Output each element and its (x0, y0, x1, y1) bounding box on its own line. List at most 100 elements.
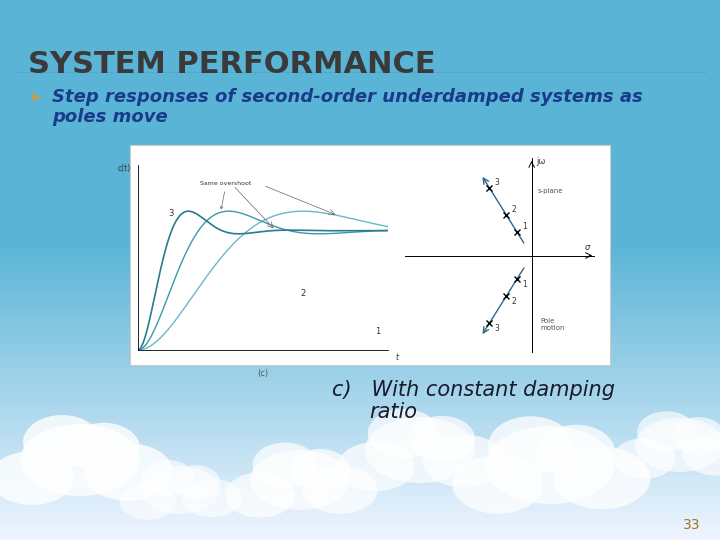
Bar (0, 436, 720, 439)
Bar (0, 231, 720, 234)
Bar (0, 328, 720, 331)
Bar (0, 468, 720, 471)
Bar (0, 79, 720, 83)
Bar (0, 407, 720, 410)
Bar (0, 493, 720, 497)
Bar (0, 220, 720, 223)
Text: (c): (c) (258, 369, 269, 378)
Text: ➤: ➤ (28, 90, 41, 105)
Bar (130, 145, 610, 365)
Bar (0, 29, 720, 32)
Text: jω: jω (536, 157, 545, 166)
Bar (0, 479, 720, 482)
Bar (0, 223, 720, 227)
Bar (0, 104, 720, 108)
Text: ratio: ratio (369, 402, 418, 422)
Bar (0, 259, 720, 263)
Bar (0, 205, 720, 209)
Text: poles move: poles move (52, 108, 168, 126)
Bar (0, 83, 720, 86)
Bar (0, 410, 720, 414)
Ellipse shape (140, 466, 220, 514)
Bar (0, 227, 720, 231)
Bar (0, 403, 720, 407)
Ellipse shape (423, 435, 505, 488)
Bar (0, 25, 720, 29)
Bar (0, 313, 720, 317)
Bar (0, 515, 720, 518)
Ellipse shape (488, 416, 572, 475)
Bar (0, 180, 720, 184)
Bar (0, 454, 720, 457)
Bar (0, 65, 720, 69)
Text: Same overshoot: Same overshoot (200, 181, 252, 209)
Bar (0, 241, 720, 245)
Bar (0, 536, 720, 540)
Bar (0, 76, 720, 79)
Bar (0, 396, 720, 400)
Bar (0, 482, 720, 486)
Bar (0, 86, 720, 90)
Bar (0, 421, 720, 425)
Bar (0, 209, 720, 212)
Bar (0, 198, 720, 201)
Bar (0, 39, 720, 43)
Ellipse shape (253, 442, 318, 488)
Bar (0, 518, 720, 522)
Bar (0, 425, 720, 428)
Ellipse shape (120, 484, 176, 520)
Ellipse shape (338, 442, 415, 491)
Bar (0, 342, 720, 346)
Text: s-plane: s-plane (538, 188, 564, 194)
Bar (0, 439, 720, 443)
Bar (0, 285, 720, 288)
Bar (0, 158, 720, 162)
Ellipse shape (553, 447, 651, 509)
Text: Step responses of second-order underdamped systems as: Step responses of second-order underdamp… (52, 88, 643, 106)
Bar (0, 72, 720, 76)
Bar (0, 263, 720, 266)
Bar (0, 529, 720, 533)
Bar (0, 306, 720, 309)
Bar (0, 363, 720, 367)
Ellipse shape (0, 451, 74, 505)
Bar (0, 187, 720, 191)
Text: 33: 33 (683, 518, 700, 532)
Bar (0, 339, 720, 342)
Bar (0, 155, 720, 158)
Bar (0, 309, 720, 313)
Bar (0, 504, 720, 508)
Bar (0, 317, 720, 320)
Bar (0, 7, 720, 11)
Bar (0, 320, 720, 324)
Ellipse shape (671, 417, 720, 455)
Bar (0, 331, 720, 335)
Ellipse shape (365, 417, 475, 483)
Ellipse shape (683, 433, 720, 476)
Bar (0, 525, 720, 529)
Bar (0, 191, 720, 194)
Bar (0, 248, 720, 252)
Bar (0, 508, 720, 511)
Ellipse shape (302, 466, 377, 514)
Bar (0, 112, 720, 115)
Bar (0, 299, 720, 302)
Bar (0, 238, 720, 241)
Bar (0, 382, 720, 385)
Bar (0, 393, 720, 396)
Ellipse shape (83, 443, 173, 501)
Bar (0, 288, 720, 292)
Bar (0, 533, 720, 536)
Bar (0, 93, 720, 97)
Bar (0, 97, 720, 101)
Text: c)   With constant damping: c) With constant damping (332, 380, 615, 400)
Ellipse shape (225, 472, 295, 517)
Text: Pole
motion: Pole motion (540, 318, 564, 330)
Ellipse shape (613, 438, 675, 479)
Bar (0, 346, 720, 349)
Bar (0, 101, 720, 104)
Bar (0, 252, 720, 255)
Bar (0, 266, 720, 270)
Bar (0, 151, 720, 155)
Bar (0, 464, 720, 468)
